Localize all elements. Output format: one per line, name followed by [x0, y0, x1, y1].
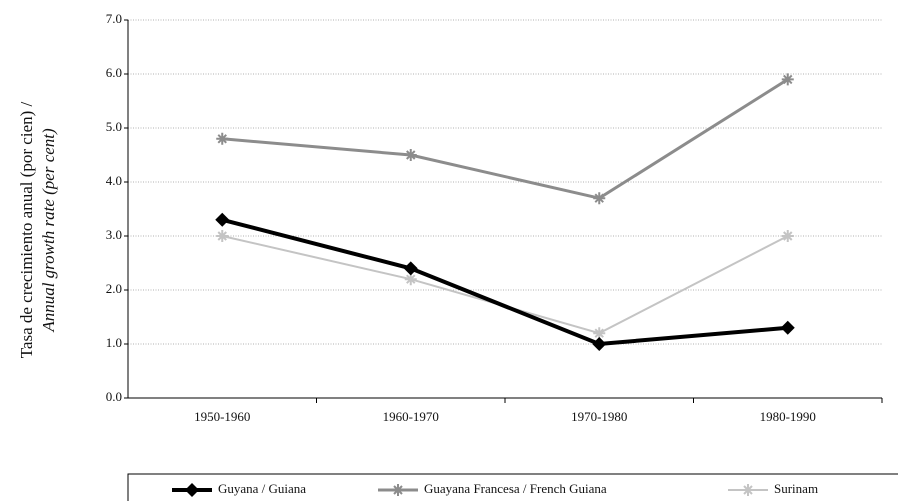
- y-tick-label: 3.0: [106, 227, 122, 242]
- legend-label: Guayana Francesa / French Guiana: [424, 481, 607, 496]
- point: [215, 212, 230, 227]
- x-tick-label: 1960-1970: [383, 409, 439, 424]
- point: [185, 483, 199, 497]
- point: [781, 73, 794, 86]
- y-tick-label: 2.0: [106, 281, 122, 296]
- y-axis-label: Tasa de crecimiento anual (por cien) /: [17, 101, 36, 358]
- point: [593, 327, 606, 340]
- y-tick-label: 7.0: [106, 11, 122, 26]
- series-line: [222, 235, 789, 335]
- y-tick-label: 0.0: [106, 389, 122, 404]
- y-tick-label: 4.0: [106, 173, 122, 188]
- point: [216, 230, 229, 242]
- legend-box: [127, 473, 898, 501]
- legend-label: Surinam: [774, 481, 818, 496]
- point: [403, 261, 418, 276]
- y-tick-label: 6.0: [106, 65, 122, 80]
- legend-label: Guyana / Guiana: [218, 481, 306, 496]
- x-tick-label: 1970-1980: [571, 409, 627, 424]
- point: [404, 149, 417, 161]
- y-axis-label: Annual growth rate (per cent): [39, 128, 58, 333]
- x-tick-label: 1980-1990: [760, 409, 816, 424]
- point: [780, 320, 795, 335]
- series-line: [221, 217, 788, 347]
- y-tick-label: 1.0: [106, 335, 122, 350]
- point: [781, 230, 794, 242]
- point: [216, 132, 229, 145]
- x-tick-label: 1950-1960: [194, 409, 250, 424]
- point: [742, 484, 754, 496]
- point: [593, 192, 606, 205]
- point: [592, 337, 607, 351]
- series-line: [222, 78, 789, 200]
- point: [404, 273, 417, 286]
- point: [392, 484, 404, 496]
- y-tick-label: 5.0: [106, 119, 122, 134]
